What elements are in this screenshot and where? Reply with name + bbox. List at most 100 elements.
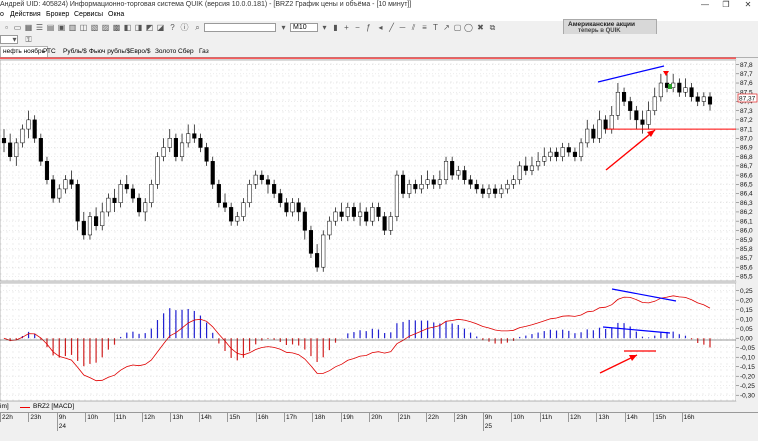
window-title: Андрей UID: 405824) Информационно-торгов… xyxy=(0,1,412,8)
macd-tick-label: 0,20 xyxy=(740,297,753,304)
account-select[interactable] xyxy=(0,35,18,44)
fib-tool-icon[interactable]: ≡ xyxy=(422,23,427,32)
time-tick xyxy=(482,413,484,422)
macd-panel[interactable] xyxy=(0,282,737,402)
time-tick xyxy=(28,413,30,422)
arrow-annotation-price[interactable] xyxy=(605,129,656,171)
table-icon[interactable]: ▦ xyxy=(24,23,33,32)
last-price-label: 87,37 xyxy=(739,96,756,103)
ellipse-tool-icon[interactable]: ◯ xyxy=(464,23,473,32)
close-button[interactable]: ✕ xyxy=(744,0,752,9)
trades-icon[interactable]: ▧ xyxy=(90,23,99,32)
menu-item-actions[interactable]: Действия xyxy=(10,11,41,18)
text-tool-icon[interactable]: T xyxy=(433,23,438,32)
channel-tool-icon[interactable]: ⫽ xyxy=(411,23,416,32)
candle xyxy=(259,170,264,185)
scroll-left-icon[interactable]: ◂ xyxy=(378,23,383,32)
price-tick-label: 86,8 xyxy=(740,154,753,161)
candle xyxy=(640,110,645,134)
ad-banner[interactable]: Американские акции теперь в QUIK xyxy=(563,19,657,35)
candle xyxy=(579,138,584,162)
settings-icon[interactable]: ◨ xyxy=(134,23,143,32)
candle xyxy=(419,175,424,194)
calc-icon[interactable]: ◩ xyxy=(145,23,154,32)
tab-gas[interactable]: Газ xyxy=(199,48,209,55)
candle xyxy=(247,179,252,208)
candle xyxy=(57,184,62,203)
news-icon[interactable]: ▩ xyxy=(112,23,121,32)
tab-rts[interactable]: РТС xyxy=(43,48,56,55)
quote-icon[interactable]: ◫ xyxy=(79,23,88,32)
day-label: 24 xyxy=(58,423,67,430)
candle xyxy=(155,152,160,189)
tab-sber[interactable]: Сбер xyxy=(178,48,194,55)
divergence-line-macd-top[interactable] xyxy=(611,288,677,302)
legend-series-name: BRZ2 [MACD] xyxy=(33,403,75,410)
candle xyxy=(112,188,117,212)
indicator-icon[interactable]: ƒ xyxy=(366,23,371,32)
candle xyxy=(394,170,399,222)
tab-oil-november[interactable]: нефть ноябрь xyxy=(0,46,49,57)
zoom-out-icon[interactable]: − xyxy=(355,23,360,32)
menu-bar: о Действия Брокер Сервисы Окна xyxy=(0,10,758,21)
print-icon[interactable]: ◪ xyxy=(156,23,165,32)
menu-item-services[interactable]: Сервисы xyxy=(74,11,104,18)
tab-eur-usd[interactable]: Евро/$ xyxy=(130,48,151,55)
menu-item-broker[interactable]: Брокер xyxy=(46,11,70,18)
candle xyxy=(480,184,485,199)
candle xyxy=(179,133,185,162)
candle xyxy=(229,202,234,226)
candles-icon[interactable]: ▮ xyxy=(333,23,338,32)
help-icon[interactable]: ? xyxy=(170,23,175,32)
candle xyxy=(364,207,369,226)
alerts-icon[interactable]: ◧ xyxy=(123,23,132,32)
search-input[interactable] xyxy=(204,23,276,32)
grid-icon[interactable]: ▤ xyxy=(46,23,55,32)
maximize-button[interactable]: ❐ xyxy=(722,0,730,9)
rect-tool-icon[interactable]: ▢ xyxy=(453,23,462,32)
tab-fut-rub-usd[interactable]: Фьюч рубль/$ xyxy=(89,48,131,55)
timeframe-select[interactable]: M10 xyxy=(290,23,318,32)
dropdown-icon[interactable]: ▾ xyxy=(322,23,327,32)
candle xyxy=(198,133,203,153)
open-icon[interactable]: ▭ xyxy=(13,23,22,32)
dropdown-icon[interactable]: ▾ xyxy=(12,35,17,44)
macd-tick-label: 0,05 xyxy=(740,326,753,333)
divergence-line-macd-hist[interactable] xyxy=(602,326,671,334)
chart-area[interactable]: 87,887,787,687,587,487,387,287,187,086,9… xyxy=(0,57,758,403)
menu-item-windows[interactable]: Окна xyxy=(108,11,125,18)
price-tick-label: 85,5 xyxy=(740,274,753,281)
hline-tool-icon[interactable]: ─ xyxy=(399,23,406,32)
chart-type-icon[interactable]: ▾ xyxy=(281,23,286,32)
list-icon[interactable]: ☰ xyxy=(35,23,44,32)
candle xyxy=(75,179,80,231)
zoom-in-icon[interactable]: + xyxy=(344,23,349,32)
arrow-tool-icon[interactable]: ↗ xyxy=(443,23,450,32)
time-label: 16h xyxy=(683,414,695,421)
candle xyxy=(118,179,123,208)
candle xyxy=(652,87,657,116)
tab-gold[interactable]: Золото xyxy=(155,48,177,55)
price-tick-label: 87,2 xyxy=(740,117,753,124)
copy-icon[interactable]: ⧉ xyxy=(489,23,496,32)
info-icon[interactable]: ⓘ xyxy=(180,23,189,32)
portfolio-icon[interactable]: ▨ xyxy=(101,23,110,32)
lock-icon[interactable]: ⚿ xyxy=(25,35,32,44)
order-icon[interactable]: ▣ xyxy=(57,23,66,32)
new-icon[interactable]: ▫ xyxy=(5,23,8,32)
price-tick-label: 86,9 xyxy=(740,145,753,152)
delete-icon[interactable]: ✖ xyxy=(477,23,484,32)
chart-icon[interactable]: ▥ xyxy=(68,23,77,32)
time-label: 15h xyxy=(229,414,241,421)
tab-rub-usd[interactable]: Рубль/$ xyxy=(63,48,87,55)
price-panel[interactable] xyxy=(0,59,737,282)
line-tool-icon[interactable]: ╱ xyxy=(389,23,394,32)
search-icon[interactable]: ⌕ xyxy=(195,23,200,32)
candle xyxy=(499,184,504,199)
time-label: 14h xyxy=(626,414,638,421)
candle xyxy=(216,179,221,208)
divergence-line-price[interactable] xyxy=(597,65,665,83)
candle xyxy=(339,202,344,222)
menu-item-file[interactable]: о xyxy=(0,11,4,18)
minimize-button[interactable]: — xyxy=(701,0,709,9)
